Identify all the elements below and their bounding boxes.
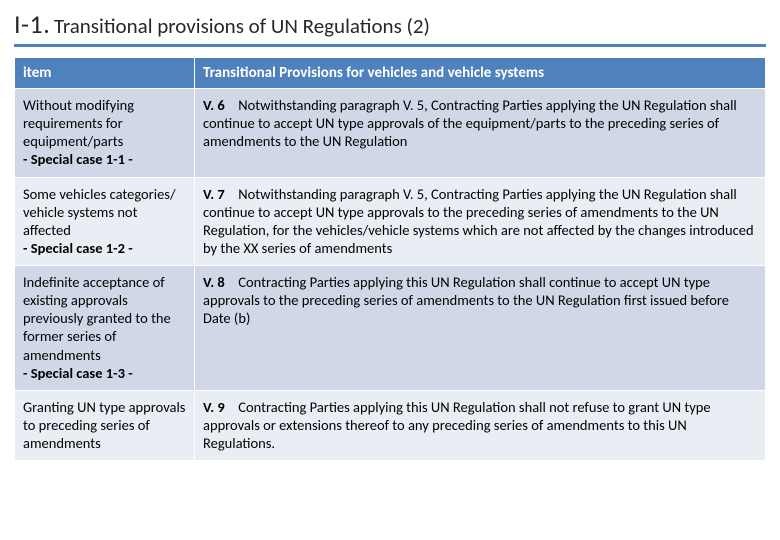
item-sub: - Special case 1-2 - <box>23 239 186 257</box>
provision-number: V. 6 <box>203 96 235 114</box>
table-header-row: item Transitional Provisions for vehicle… <box>15 58 766 89</box>
provision-number: V. 8 <box>203 273 235 291</box>
col-header-prov: Transitional Provisions for vehicles and… <box>195 58 766 89</box>
title-prefix: I-1. <box>14 8 50 40</box>
provision-text: Contracting Parties applying this UN Reg… <box>203 398 711 452</box>
item-main: Without modifying requirements for equip… <box>23 96 186 150</box>
title-text: Transitional provisions of UN Regulation… <box>54 13 430 39</box>
provision-number: V. 7 <box>203 185 235 203</box>
table-row: Indefinite acceptance of existing approv… <box>15 266 766 391</box>
item-sub: - Special case 1-1 - <box>23 150 186 168</box>
item-main: Indefinite acceptance of existing approv… <box>23 273 186 364</box>
cell-provision: V. 7 Notwithstanding paragraph V. 5, Con… <box>195 177 766 266</box>
item-sub: - Special case 1-3 - <box>23 364 186 382</box>
provision-text: Notwithstanding paragraph V. 5, Contract… <box>203 185 754 257</box>
provisions-table: item Transitional Provisions for vehicle… <box>14 57 766 461</box>
col-header-item: item <box>15 58 195 89</box>
table-row: Granting UN type approvals to preceding … <box>15 390 766 460</box>
cell-provision: V. 6 Notwithstanding paragraph V. 5, Con… <box>195 89 766 178</box>
provision-number: V. 9 <box>203 398 235 416</box>
item-main: Some vehicles categories/ vehicle system… <box>23 185 186 239</box>
cell-provision: V. 8 Contracting Parties applying this U… <box>195 266 766 391</box>
cell-item: Granting UN type approvals to preceding … <box>15 390 195 460</box>
cell-item: Some vehicles categories/ vehicle system… <box>15 177 195 266</box>
cell-item: Without modifying requirements for equip… <box>15 89 195 178</box>
cell-provision: V. 9 Contracting Parties applying this U… <box>195 390 766 460</box>
item-main: Granting UN type approvals to preceding … <box>23 398 186 452</box>
provision-text: Notwithstanding paragraph V. 5, Contract… <box>203 96 737 150</box>
cell-item: Indefinite acceptance of existing approv… <box>15 266 195 391</box>
slide-title: I-1. Transitional provisions of UN Regul… <box>14 8 766 47</box>
table-row: Without modifying requirements for equip… <box>15 89 766 178</box>
table-row: Some vehicles categories/ vehicle system… <box>15 177 766 266</box>
provision-text: Contracting Parties applying this UN Reg… <box>203 273 729 327</box>
slide-page: I-1. Transitional provisions of UN Regul… <box>0 0 780 461</box>
